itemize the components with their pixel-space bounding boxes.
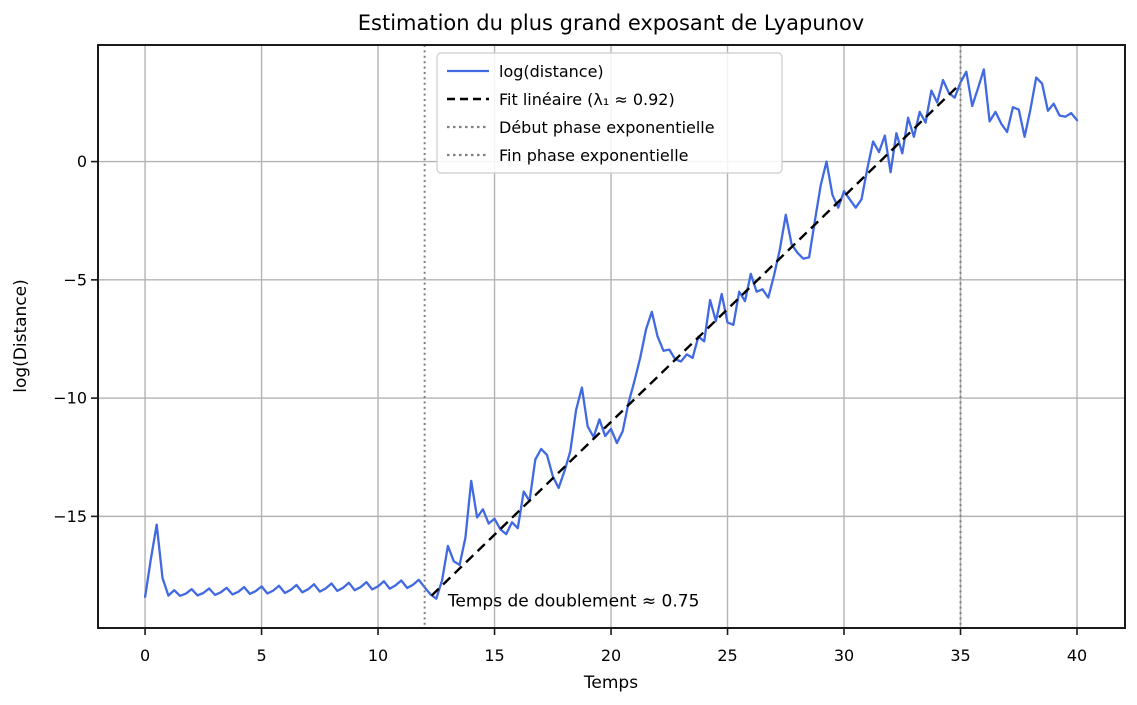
x-tick-label: 5 bbox=[256, 646, 266, 665]
x-tick-label: 20 bbox=[601, 646, 621, 665]
x-tick-label: 35 bbox=[950, 646, 970, 665]
legend-box: log(distance) Fit linéaire (λ₁ ≈ 0.92) D… bbox=[436, 52, 783, 174]
y-tick-label: −15 bbox=[53, 507, 87, 526]
axis-tick-labels: 0 5 10 15 20 25 30 35 40 0 −5 −10 −15 bbox=[53, 152, 1087, 665]
log-distance-line bbox=[143, 68, 1079, 600]
legend-label-log-distance: log(distance) bbox=[499, 62, 604, 81]
x-tick-label: 30 bbox=[834, 646, 854, 665]
legend-label-linear-fit: Fit linéaire (λ₁ ≈ 0.92) bbox=[499, 90, 675, 109]
legend-frame bbox=[436, 52, 783, 174]
y-tick-label: −10 bbox=[53, 389, 87, 408]
y-tick-label: −5 bbox=[63, 270, 87, 289]
y-axis-label: log(Distance) bbox=[11, 279, 31, 393]
linear-fit-line bbox=[430, 82, 962, 597]
axis-ticks bbox=[91, 160, 1078, 635]
legend-label-phase-start: Début phase exponentielle bbox=[499, 118, 715, 137]
chart-title: Estimation du plus grand exposant de Lya… bbox=[358, 11, 864, 35]
x-axis-label: Temps bbox=[583, 673, 638, 693]
x-tick-label: 25 bbox=[717, 646, 737, 665]
x-tick-label: 10 bbox=[368, 646, 388, 665]
legend-label-phase-end: Fin phase exponentielle bbox=[499, 146, 688, 165]
x-tick-label: 0 bbox=[140, 646, 150, 665]
y-tick-label: 0 bbox=[77, 152, 87, 171]
x-tick-label: 15 bbox=[484, 646, 504, 665]
doubling-time-annotation: Temps de doublement ≈ 0.75 bbox=[447, 591, 700, 611]
x-tick-label: 40 bbox=[1067, 646, 1087, 665]
data-series bbox=[143, 68, 1079, 600]
